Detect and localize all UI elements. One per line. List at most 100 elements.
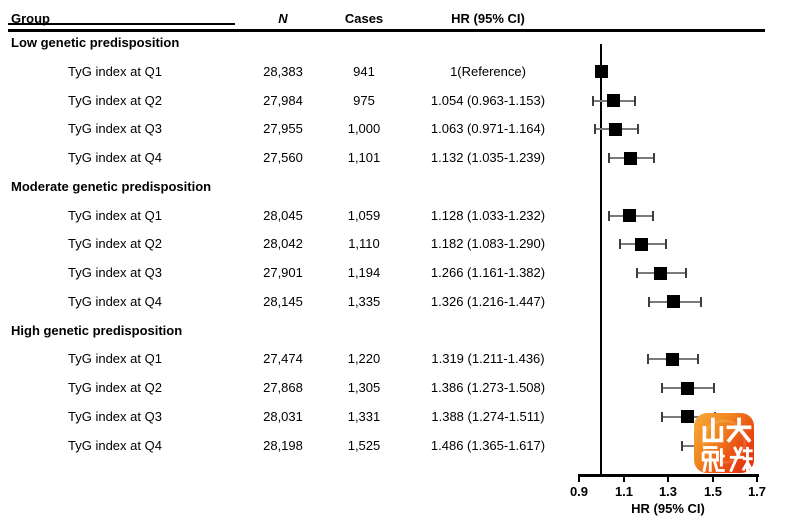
x-axis-tick (623, 476, 625, 482)
x-axis-tick (667, 476, 669, 482)
hr-ci-value: 1.388 (1.274-1.511) (431, 408, 545, 424)
row-label: TyG index at Q2 (68, 380, 162, 395)
ci-cap-right (637, 124, 639, 134)
ci-cap-right (652, 211, 654, 221)
x-axis-tick (578, 476, 580, 482)
x-axis-tick-label: 1.3 (658, 484, 678, 499)
hr-point-marker (624, 152, 637, 165)
hr-ci-value: 1.182 (1.083-1.290) (430, 236, 546, 252)
cases-value: 1,059 (347, 207, 381, 223)
group-column-underline (8, 23, 235, 25)
n-value: 27,868 (263, 380, 303, 395)
hr-point-marker (623, 209, 636, 222)
ci-cap-left (648, 297, 650, 307)
ci-cap-left (661, 412, 663, 422)
n-value: 28,031 (263, 408, 303, 424)
x-axis-title: HR (95% CI) (631, 501, 705, 516)
ci-cap-right (685, 268, 687, 278)
row-label: TyG index at Q4 (68, 150, 162, 165)
row-label: TyG index at Q3 (68, 121, 162, 137)
hr-ci-value: 1.319 (1.211-1.436) (431, 351, 545, 367)
row-label: TyG index at Q1 (68, 351, 162, 367)
hr-point-marker (654, 267, 667, 280)
hr-ci-value: 1.266 (1.161-1.382) (430, 265, 546, 280)
column-header-n: N (278, 11, 288, 26)
cases-value: 1,525 (347, 437, 381, 453)
hr-ci-value: 1.486 (1.365-1.617) (430, 437, 546, 453)
hr-ci-value: 1.128 (1.033-1.232) (430, 207, 546, 223)
hr-ci-value: 1.054 (0.963-1.153) (430, 92, 546, 108)
cases-value: 1,101 (347, 150, 381, 165)
n-value: 27,955 (263, 121, 303, 137)
ci-cap-right (665, 239, 667, 249)
hr-point-marker (595, 65, 608, 78)
cases-value: 1,194 (347, 265, 381, 280)
n-value: 27,901 (263, 265, 303, 280)
glyph-rong (701, 446, 725, 473)
ci-cap-left (681, 441, 683, 451)
glyph-mei (729, 446, 754, 473)
glyph-da (726, 417, 752, 443)
hr-point-marker (681, 410, 694, 423)
hr-ci-value: 1.326 (1.216-1.447) (430, 293, 546, 309)
x-axis-tick (712, 476, 714, 482)
hr-ci-value: 1.132 (1.035-1.239) (430, 150, 546, 165)
row-label: TyG index at Q1 (68, 207, 162, 223)
cases-value: 1,220 (347, 351, 381, 367)
x-axis-line (578, 474, 759, 477)
cases-value: 1,110 (348, 236, 380, 252)
section-label: Low genetic predisposition (11, 35, 180, 50)
ci-cap-left (636, 268, 638, 278)
hr-point-marker (681, 382, 694, 395)
glyph-shan (702, 417, 724, 443)
watermark-logo (694, 413, 754, 473)
hr-point-marker (667, 295, 680, 308)
x-axis-tick (756, 476, 758, 482)
ci-cap-right (634, 96, 636, 106)
x-axis-tick-label: 1.1 (614, 484, 634, 499)
cases-value: 1,000 (347, 121, 381, 137)
cases-value: 1,305 (347, 380, 381, 395)
column-header-hr-ci: HR (95% CI) (451, 11, 525, 26)
hr-point-marker (609, 123, 622, 136)
cases-value: 975 (353, 92, 375, 108)
x-axis-tick-label: 1.7 (747, 484, 767, 499)
ci-cap-left (608, 153, 610, 163)
row-label: TyG index at Q4 (68, 437, 162, 453)
hr-point-marker (607, 94, 620, 107)
cases-value: 1,331 (347, 408, 381, 424)
column-header-group: Group (11, 11, 50, 26)
column-header-cases: Cases (344, 11, 384, 26)
ci-cap-left (594, 124, 596, 134)
section-label: High genetic predisposition (11, 322, 183, 338)
ci-cap-left (661, 383, 663, 393)
row-label: TyG index at Q4 (68, 293, 162, 309)
x-axis-tick-label: 1.5 (703, 484, 723, 499)
ci-cap-left (592, 96, 594, 106)
cases-value: 941 (353, 63, 375, 79)
cases-value: 1,335 (347, 293, 381, 309)
hr-point-marker (635, 238, 648, 251)
reference-line (600, 44, 602, 475)
ci-cap-left (608, 211, 610, 221)
n-value: 28,198 (263, 437, 303, 453)
hr-ci-value: 1(Reference) (450, 63, 526, 79)
ci-cap-left (619, 239, 621, 249)
n-value: 27,984 (263, 92, 303, 108)
n-value: 28,045 (263, 207, 303, 223)
ci-cap-right (697, 354, 699, 364)
hr-ci-value: 1.386 (1.273-1.508) (430, 380, 546, 395)
x-axis-tick-label: 0.9 (569, 484, 589, 499)
ci-cap-right (653, 153, 655, 163)
n-value: 28,042 (263, 236, 303, 252)
header-rule (8, 29, 765, 32)
row-label: TyG index at Q3 (68, 408, 162, 424)
row-label: TyG index at Q2 (68, 92, 162, 108)
ci-cap-right (713, 383, 715, 393)
row-label: TyG index at Q1 (68, 63, 162, 79)
row-label: TyG index at Q3 (68, 265, 162, 280)
n-value: 27,560 (263, 150, 303, 165)
watermark-logo-glyphs (701, 417, 754, 473)
n-value: 28,383 (263, 63, 303, 79)
